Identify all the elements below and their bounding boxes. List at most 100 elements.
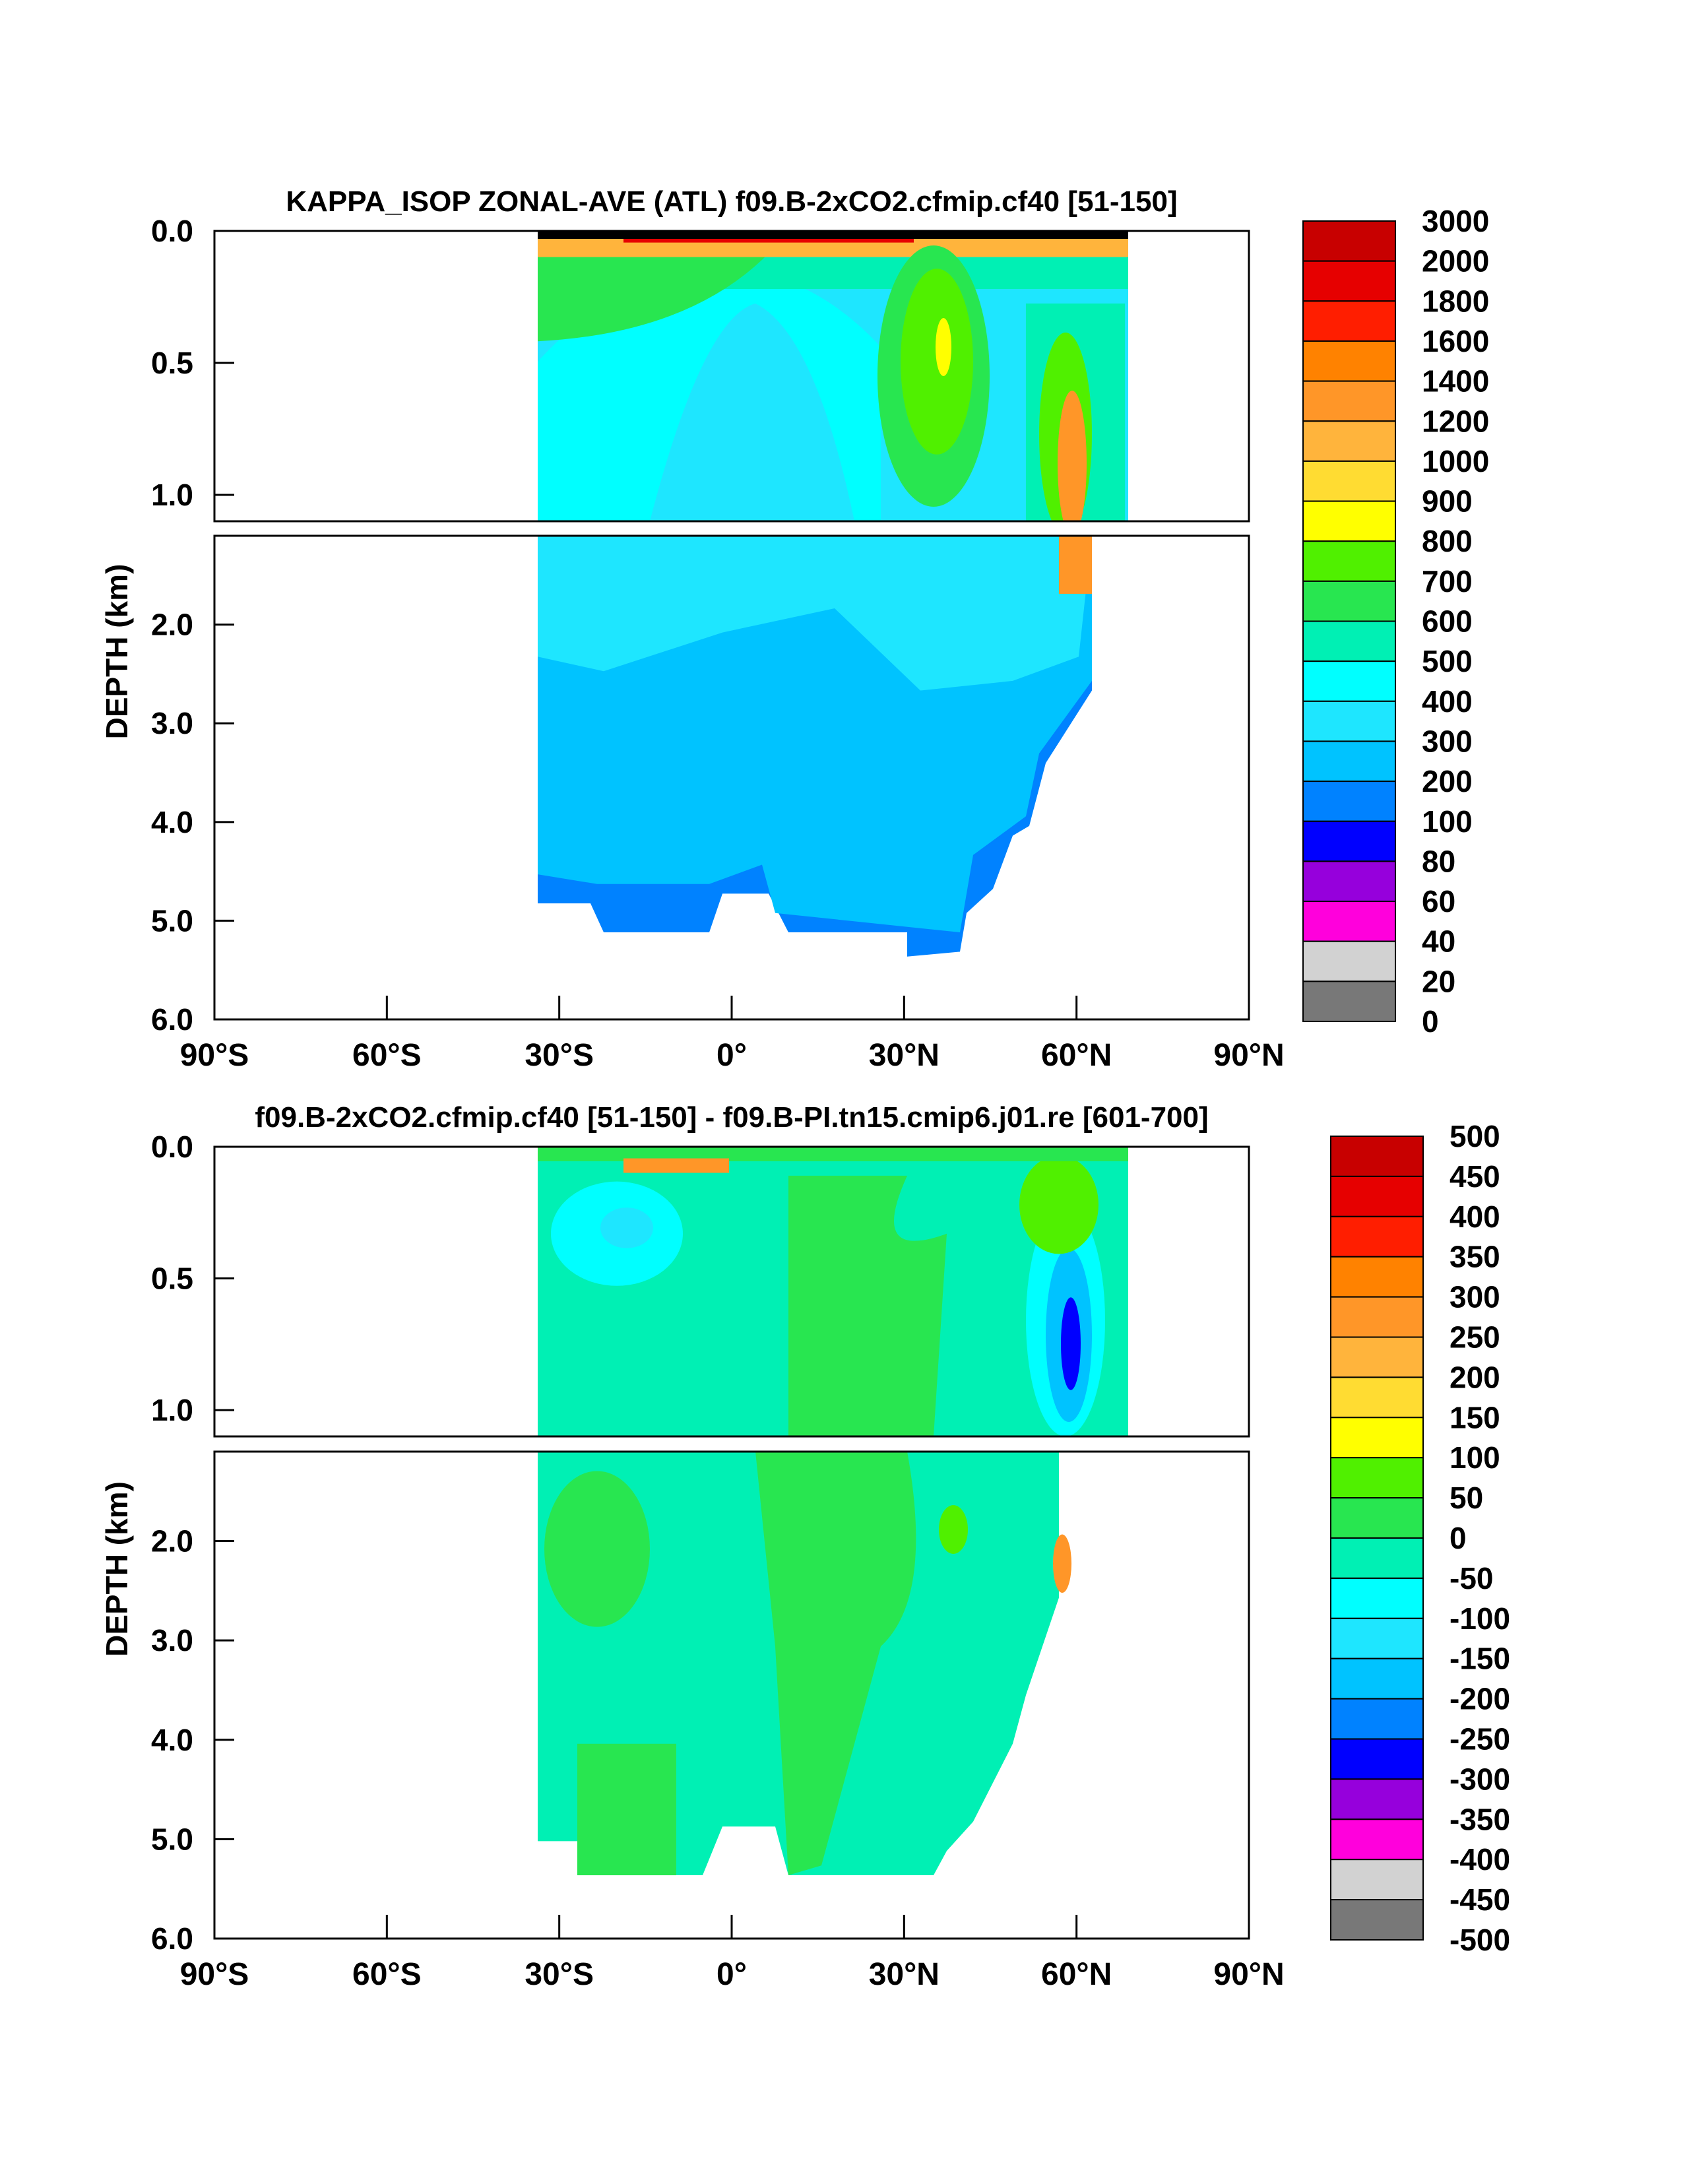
x-tick-label: 60°S xyxy=(352,1957,422,1992)
colorbar-swatch xyxy=(1330,1818,1424,1861)
colorbar-swatch xyxy=(1330,1617,1424,1659)
field-band xyxy=(538,231,788,342)
colorbar-label: 450 xyxy=(1450,1159,1500,1194)
colorbar-swatch xyxy=(1330,1336,1424,1378)
y-tick-label: 5.0 xyxy=(151,1822,193,1856)
colorbar-swatch xyxy=(1330,1256,1424,1298)
colorbar-label: 800 xyxy=(1422,524,1473,558)
y-tick-label: 4.0 xyxy=(151,805,193,839)
colorbar-label: 200 xyxy=(1422,764,1473,798)
colorbar-swatch xyxy=(1302,420,1396,462)
colorbar-swatch xyxy=(1330,1457,1424,1499)
x-tick-label: 30°S xyxy=(525,1957,594,1992)
panel-top: KAPPA_ISOP ZONAL-AVE (ATL) f09.B-2xCO2.c… xyxy=(100,185,1489,1073)
colorbar-swatch xyxy=(1302,620,1396,662)
colorbar-label: -500 xyxy=(1450,1923,1510,1957)
field-band xyxy=(538,536,1092,691)
colorbar-label: 20 xyxy=(1422,964,1455,998)
field-lower xyxy=(538,1452,1071,1876)
colorbar-label: 150 xyxy=(1450,1400,1500,1434)
colorbar-label: 300 xyxy=(1422,724,1473,758)
colorbar-label: 0 xyxy=(1422,1004,1439,1039)
field-band xyxy=(1059,536,1092,594)
chart-title: KAPPA_ISOP ZONAL-AVE (ATL) f09.B-2xCO2.c… xyxy=(286,185,1177,218)
colorbar-label: 400 xyxy=(1422,684,1473,719)
colorbar-swatch xyxy=(1302,540,1396,582)
colorbar-label: -250 xyxy=(1450,1722,1510,1756)
field-band xyxy=(1019,1155,1099,1254)
y-tick-label: 1.0 xyxy=(151,1393,193,1427)
colorbar-swatch xyxy=(1330,1136,1424,1177)
colorbar-swatch xyxy=(1330,1417,1424,1459)
x-tick-label: 60°S xyxy=(352,1038,422,1073)
colorbar-label: -350 xyxy=(1450,1802,1510,1836)
x-tick-label: 90°N xyxy=(1213,1038,1284,1073)
colorbar-label: -100 xyxy=(1450,1601,1510,1636)
colorbar-label: -300 xyxy=(1450,1762,1510,1796)
x-tick-label: 90°S xyxy=(180,1038,249,1073)
y-tick-label: 0.0 xyxy=(151,1130,193,1164)
colorbar-label: 250 xyxy=(1450,1320,1500,1355)
colorbar-label: 900 xyxy=(1422,484,1473,519)
colorbar-label: 3000 xyxy=(1422,204,1489,238)
field-band xyxy=(544,1471,650,1627)
y-tick-label: 6.0 xyxy=(151,1921,193,1956)
colorbar-swatch xyxy=(1302,660,1396,702)
colorbar-swatch xyxy=(1330,1698,1424,1740)
colorbar-swatch xyxy=(1330,1778,1424,1820)
colorbar-swatch xyxy=(1330,1899,1424,1941)
chart-title: f09.B-2xCO2.cfmip.cf40 [51-150] - f09.B-… xyxy=(255,1101,1208,1134)
colorbar-label: 40 xyxy=(1422,924,1455,959)
x-tick-label: 0° xyxy=(717,1038,747,1073)
y-tick-label: 1.0 xyxy=(151,478,193,512)
colorbar-label: -200 xyxy=(1450,1682,1510,1716)
y-tick-label: 2.0 xyxy=(151,608,193,642)
y-tick-label: 3.0 xyxy=(151,706,193,740)
colorbar-label: 2000 xyxy=(1422,244,1489,278)
colorbar-label: -400 xyxy=(1450,1842,1510,1877)
colorbar-swatch xyxy=(1302,860,1396,903)
colorbar-swatch xyxy=(1302,740,1396,783)
field-upper xyxy=(538,231,1128,521)
y-tick-label: 3.0 xyxy=(151,1623,193,1657)
colorbar-label: 1800 xyxy=(1422,284,1489,318)
colorbar-label: 300 xyxy=(1450,1280,1500,1314)
y-tick-label: 4.0 xyxy=(151,1723,193,1757)
colorbar-label: 600 xyxy=(1422,604,1473,639)
field-band xyxy=(1058,391,1087,521)
colorbar-label: 100 xyxy=(1450,1440,1500,1475)
field-band xyxy=(936,318,951,376)
x-tick-label: 90°N xyxy=(1213,1957,1284,1992)
colorbar-swatch xyxy=(1330,1296,1424,1338)
colorbar-swatch xyxy=(1302,500,1396,542)
x-tick-label: 30°N xyxy=(869,1038,940,1073)
field-band xyxy=(788,1175,947,1436)
colorbar-label: -50 xyxy=(1450,1561,1493,1595)
plot-frame-upper xyxy=(213,230,1250,523)
field-band xyxy=(650,304,854,521)
field-band xyxy=(1061,1297,1081,1390)
y-tick-label: 0.0 xyxy=(151,214,193,248)
colorbar-swatch xyxy=(1330,1175,1424,1217)
colorbar-swatch xyxy=(1302,700,1396,742)
field-band xyxy=(600,1207,653,1248)
x-tick-label: 30°N xyxy=(869,1957,940,1992)
colorbar-label: 1000 xyxy=(1422,444,1489,478)
colorbar-label: 0 xyxy=(1450,1521,1467,1555)
field-band xyxy=(939,1505,968,1554)
y-tick-label: 0.5 xyxy=(151,346,193,380)
colorbar-swatch xyxy=(1302,580,1396,622)
colorbar-swatch xyxy=(1330,1859,1424,1901)
y-axis-label: DEPTH (km) xyxy=(100,564,134,740)
field-band xyxy=(623,1158,729,1173)
colorbar-swatch xyxy=(1330,1215,1424,1258)
colorbar-swatch xyxy=(1330,1577,1424,1619)
field-band xyxy=(1053,1534,1071,1593)
colorbar-swatch xyxy=(1302,940,1396,982)
x-tick-label: 60°N xyxy=(1041,1957,1112,1992)
colorbar-label: 80 xyxy=(1422,844,1455,878)
colorbar-label: 500 xyxy=(1422,644,1473,678)
colorbar-label: 50 xyxy=(1450,1481,1483,1515)
colorbar-swatch xyxy=(1302,980,1396,1022)
